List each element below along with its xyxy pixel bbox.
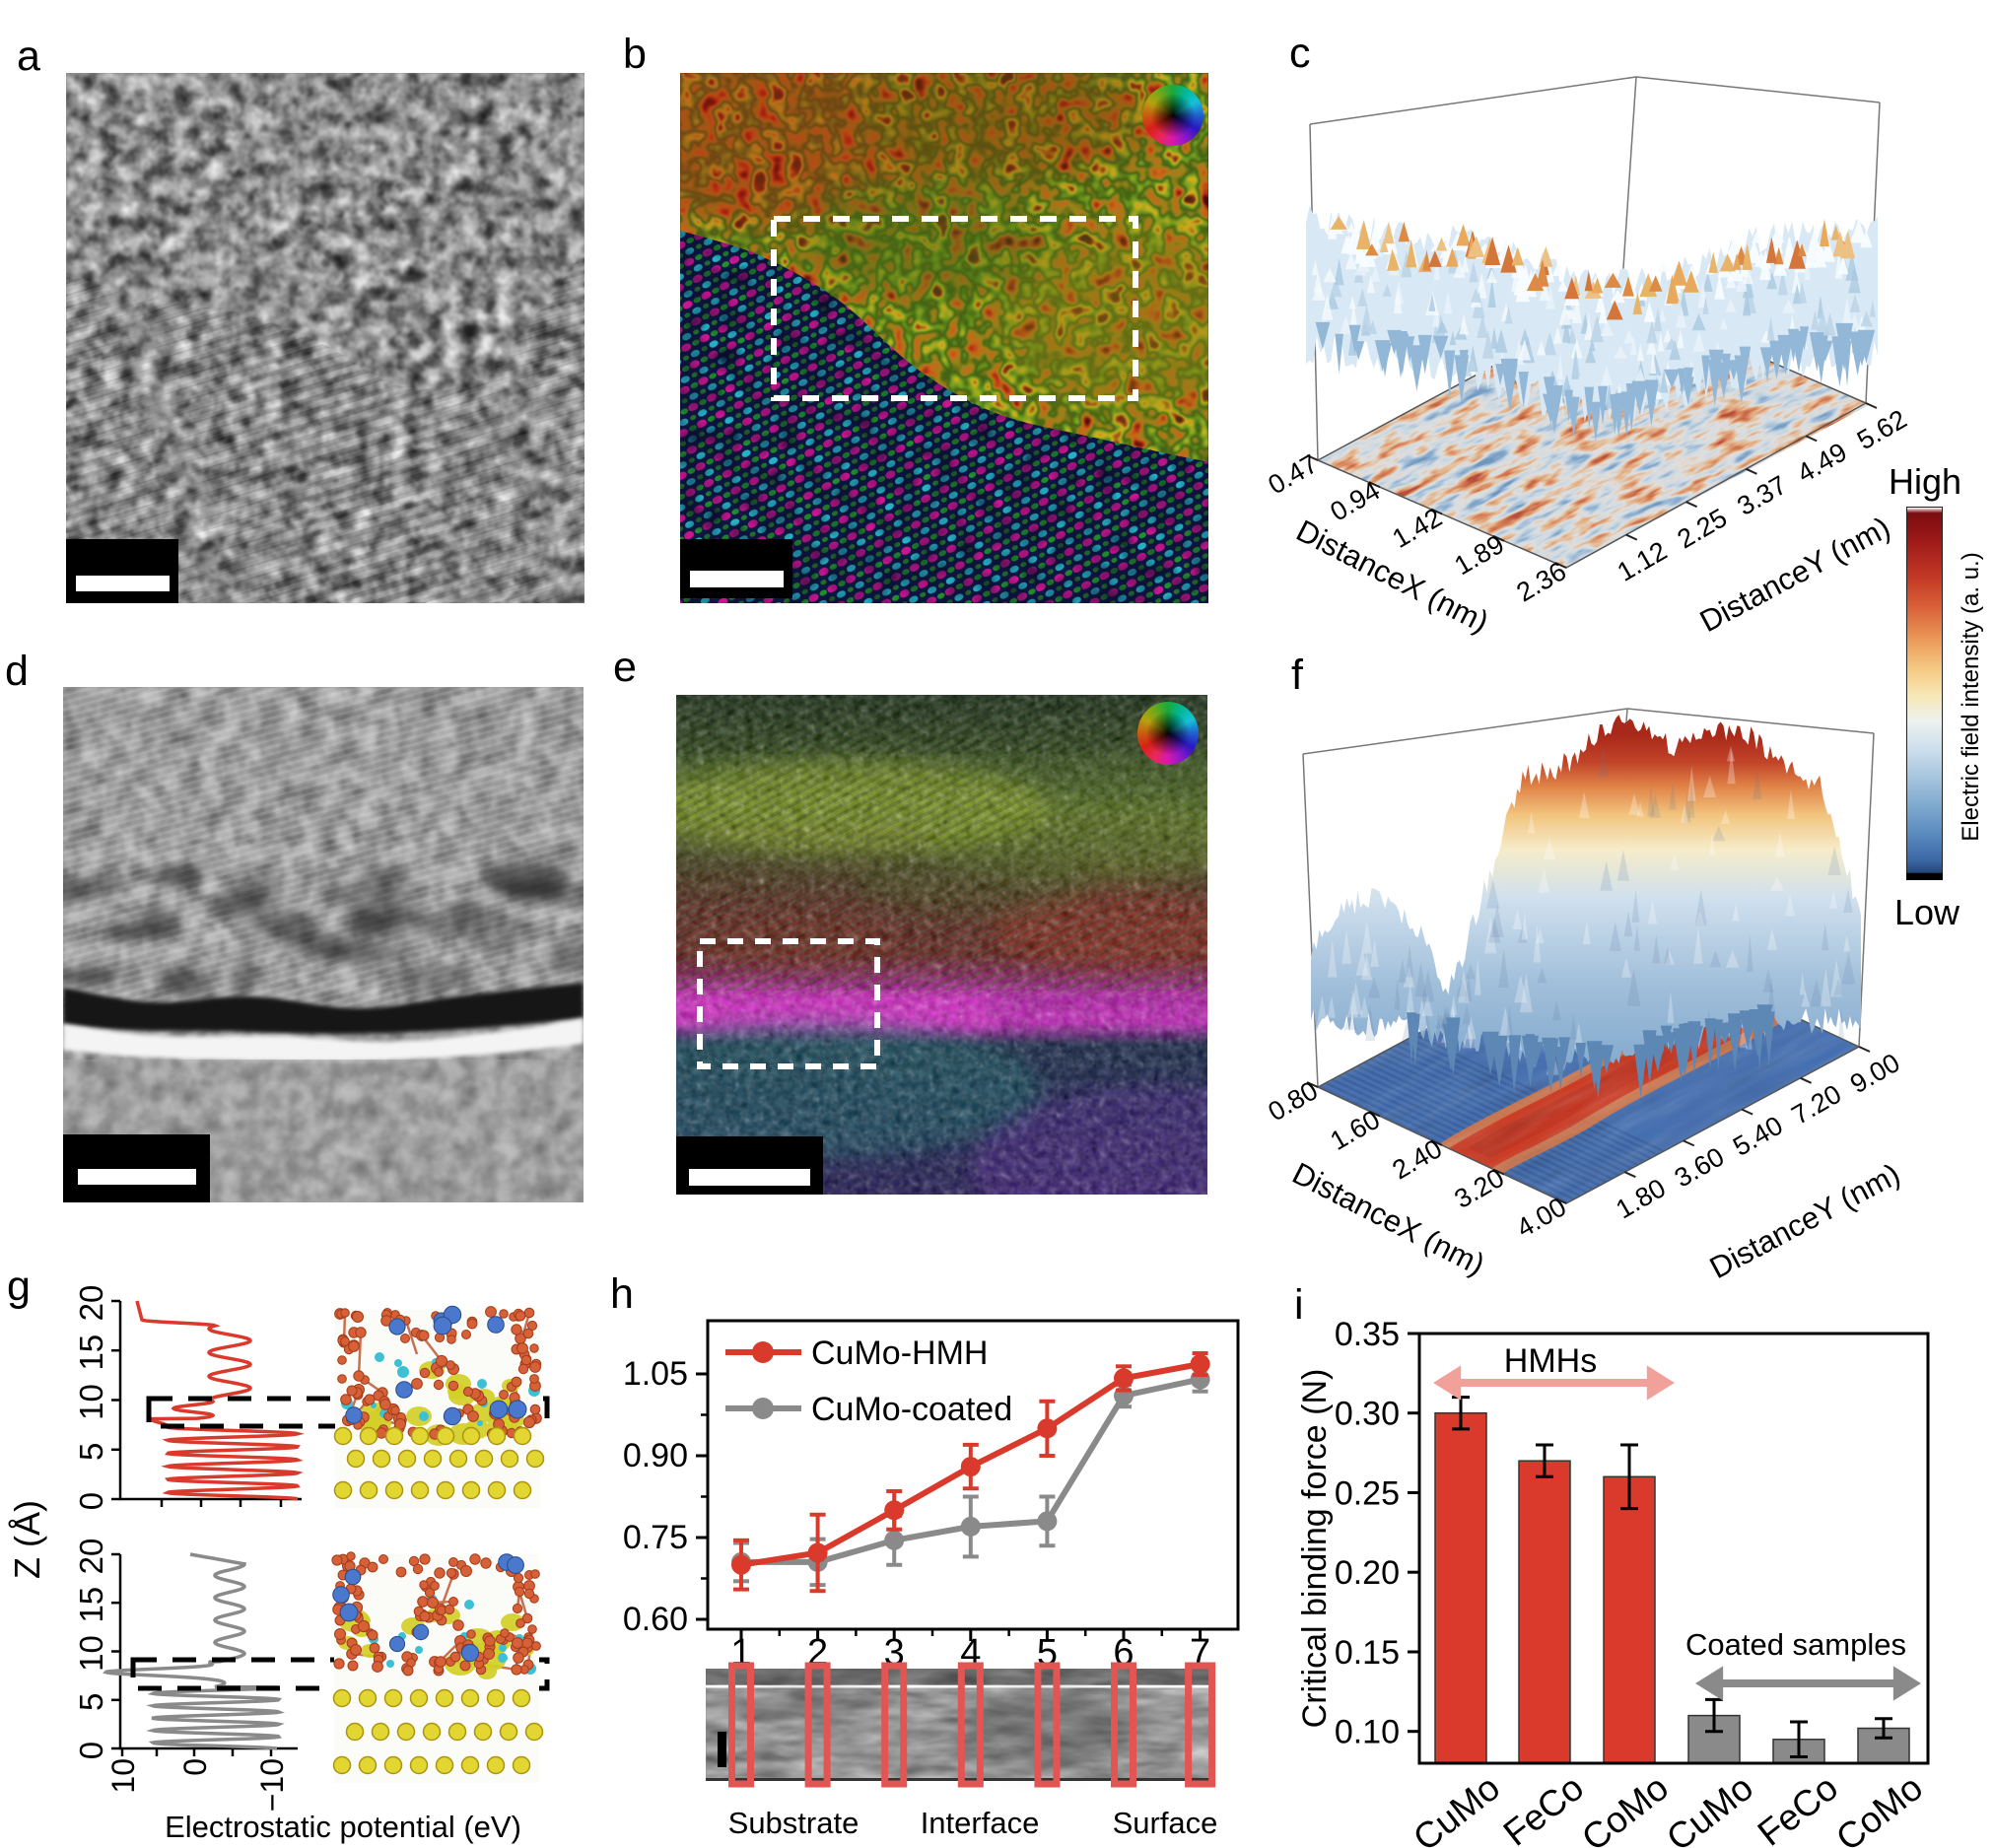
svg-text:0: 0	[73, 1492, 109, 1510]
svg-text:10: 10	[105, 1758, 141, 1794]
svg-text:0.60: 0.60	[623, 1601, 688, 1638]
svg-text:CuMo-HMH: CuMo-HMH	[811, 1335, 988, 1372]
svg-text:CoMo: CoMo	[1574, 1767, 1676, 1848]
svg-text:CuMo: CuMo	[1406, 1767, 1507, 1848]
svg-text:15: 15	[73, 1335, 109, 1371]
svg-text:0.10: 0.10	[1335, 1714, 1400, 1751]
svg-text:Substrate: Substrate	[728, 1806, 859, 1840]
svg-text:Coated samples: Coated samples	[1685, 1627, 1906, 1662]
svg-text:0.75: 0.75	[623, 1519, 688, 1556]
svg-text:CuMo-coated: CuMo-coated	[811, 1391, 1012, 1428]
svg-text:0.35: 0.35	[1335, 1316, 1400, 1353]
svg-text:0.90: 0.90	[623, 1437, 688, 1474]
svg-text:0.30: 0.30	[1335, 1396, 1400, 1433]
svg-text:20: 20	[73, 1285, 109, 1322]
svg-text:0: 0	[73, 1742, 109, 1759]
svg-text:5: 5	[73, 1443, 109, 1461]
svg-text:20: 20	[73, 1539, 109, 1575]
svg-text:Electrostatic potential (eV): Electrostatic potential (eV)	[165, 1810, 521, 1844]
svg-text:Critical binding force (N): Critical binding force (N)	[1296, 1369, 1334, 1729]
svg-text:10: 10	[73, 1635, 109, 1672]
svg-text:FeCo: FeCo	[1496, 1767, 1592, 1848]
svg-text:10: 10	[73, 1384, 109, 1420]
svg-text:Surface: Surface	[1113, 1806, 1218, 1840]
svg-text:FeCo: FeCo	[1751, 1767, 1846, 1848]
svg-text:15: 15	[73, 1587, 109, 1623]
svg-text:0.25: 0.25	[1335, 1475, 1400, 1513]
svg-text:0: 0	[177, 1758, 213, 1776]
svg-text:5: 5	[73, 1693, 109, 1711]
svg-text:1.05: 1.05	[623, 1355, 688, 1393]
svg-text:−10: −10	[254, 1758, 290, 1812]
svg-text:HMHs: HMHs	[1504, 1342, 1597, 1380]
svg-text:CuMo: CuMo	[1659, 1767, 1760, 1848]
svg-text:Interface: Interface	[921, 1806, 1040, 1840]
svg-text:0.20: 0.20	[1335, 1554, 1400, 1592]
svg-text:Z (Å): Z (Å)	[7, 1500, 47, 1579]
svg-text:CoMo: CoMo	[1828, 1767, 1930, 1848]
svg-text:0.15: 0.15	[1335, 1634, 1400, 1672]
